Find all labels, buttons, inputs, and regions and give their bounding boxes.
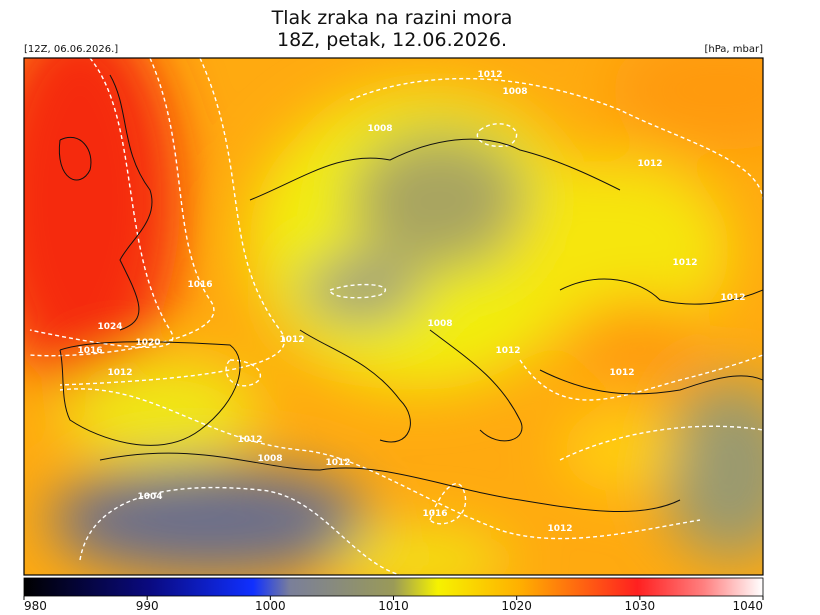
isobar-label: 1012 <box>477 70 502 80</box>
title-line: 18Z, petak, 12.06.2026. <box>277 29 507 51</box>
isobar-label: 1016 <box>422 509 447 519</box>
isobar-label: 1016 <box>187 280 212 290</box>
isobar-label: 1012 <box>547 524 572 534</box>
isobar-label: 1008 <box>257 454 282 464</box>
isobar-label: 1020 <box>135 338 160 348</box>
colorbar-tick-label: 1010 <box>378 599 409 613</box>
isobar-label: 1008 <box>427 319 452 329</box>
isobar-label: 1024 <box>97 322 122 332</box>
isobar-label: 1012 <box>325 458 350 468</box>
isobar-label: 1012 <box>609 368 634 378</box>
isobars <box>29 58 763 575</box>
run-label: [12Z, 06.06.2026.] <box>24 44 118 55</box>
isobar-label: 1004 <box>137 492 162 502</box>
isobar-label: 1012 <box>279 335 304 345</box>
title-line: Tlak zraka na razini mora <box>271 7 513 29</box>
isobar-label: 1012 <box>672 258 697 268</box>
colorbar-tick-label: 980 <box>24 599 47 613</box>
pressure-field: 1012100810081012101610121012102410201016… <box>24 58 763 575</box>
isobar-label: 1012 <box>720 293 745 303</box>
isobar-label: 1008 <box>367 124 392 134</box>
colorbar-tick-label: 1000 <box>255 599 286 613</box>
isobar-label: 1012 <box>237 435 262 445</box>
colorbar-tick-label: 1020 <box>501 599 532 613</box>
colorbar-tick-label: 1030 <box>625 599 656 613</box>
colorbar-tick-label: 990 <box>136 599 159 613</box>
isobar-label: 1012 <box>495 346 520 356</box>
unit-label: [hPa, mbar] <box>704 44 763 55</box>
colorbar-tick-label: 1040 <box>732 599 763 613</box>
isobar-label: 1012 <box>637 159 662 169</box>
map-frame <box>23 57 764 576</box>
isobar-label: 1012 <box>107 368 132 378</box>
isobar-label: 1008 <box>502 87 527 97</box>
coastlines <box>58 74 763 512</box>
isobar-label: 1016 <box>77 346 102 356</box>
colorbar <box>23 577 764 597</box>
